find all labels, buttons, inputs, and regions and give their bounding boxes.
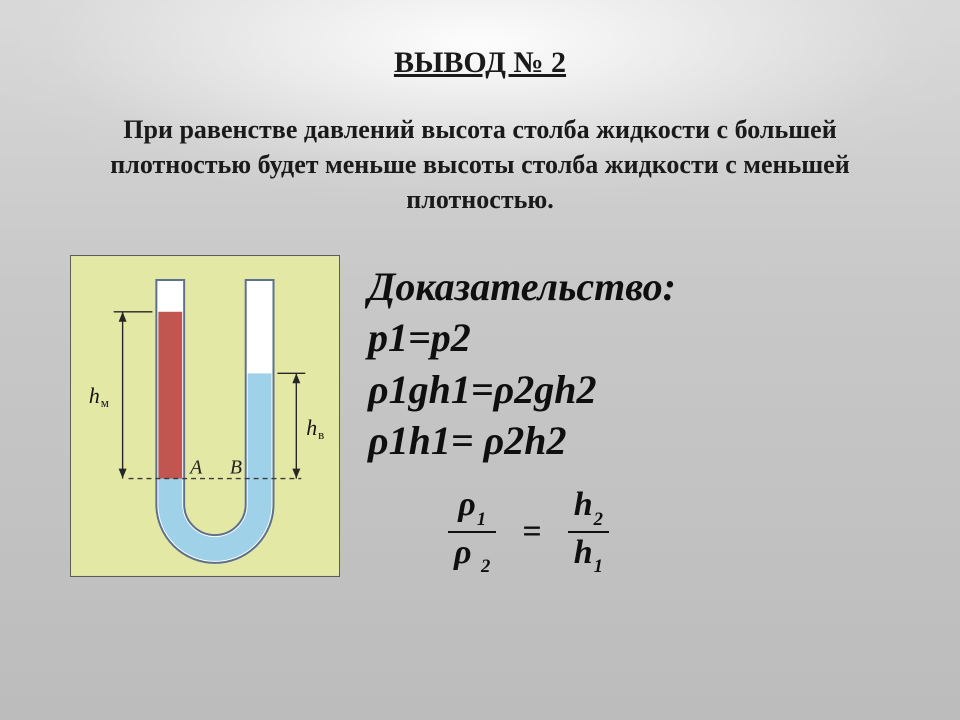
svg-text:м: м — [101, 396, 109, 410]
frac-right-num: h2 — [568, 488, 609, 528]
sub-1: 1 — [594, 556, 603, 577]
columns-row: A B h м h в Доказательство: p1=p2 — [60, 255, 900, 577]
svg-text:A: A — [188, 457, 203, 479]
proof-line-2: ρ1gh1=ρ2gh2 — [368, 364, 900, 415]
proof-heading: Доказательство: — [368, 261, 900, 312]
u-tube-svg: A B h м h в — [70, 255, 340, 577]
slide-content: ВЫВОД № 2 При равенстве давлений высота … — [0, 0, 960, 720]
fraction-bar — [568, 531, 609, 533]
proof-line-3: ρ1h1= ρ2h2 — [368, 415, 900, 466]
u-tube-diagram: A B h м h в — [70, 255, 340, 577]
conclusion-subtitle: При равенстве давлений высота столба жид… — [90, 112, 870, 217]
frac-right-den: h1 — [568, 536, 609, 576]
svg-text:h: h — [306, 416, 317, 440]
rho-symbol: ρ — [454, 534, 472, 571]
sub-2: 2 — [481, 556, 490, 577]
fraction-bar — [448, 531, 496, 533]
ratio-formula: ρ1 ρ 2 = h2 h1 — [448, 488, 900, 575]
frac-left-den: ρ 2 — [448, 536, 496, 576]
sub-1: 1 — [477, 509, 486, 530]
svg-text:B: B — [230, 457, 242, 479]
proof-line-1: p1=p2 — [368, 312, 900, 363]
fraction-left: ρ1 ρ 2 — [448, 488, 496, 575]
fraction-right: h2 h1 — [568, 488, 609, 575]
sub-2: 2 — [594, 509, 603, 530]
svg-text:h: h — [89, 384, 100, 408]
rho-symbol: ρ — [458, 486, 476, 523]
frac-left-num: ρ1 — [452, 488, 492, 528]
proof-block: Доказательство: p1=p2 ρ1gh1=ρ2gh2 ρ1h1= … — [368, 255, 900, 575]
equals-sign: = — [522, 510, 541, 554]
h-symbol: h — [574, 534, 593, 571]
h-symbol: h — [574, 486, 593, 523]
conclusion-title: ВЫВОД № 2 — [60, 46, 900, 80]
svg-text:в: в — [318, 428, 324, 442]
